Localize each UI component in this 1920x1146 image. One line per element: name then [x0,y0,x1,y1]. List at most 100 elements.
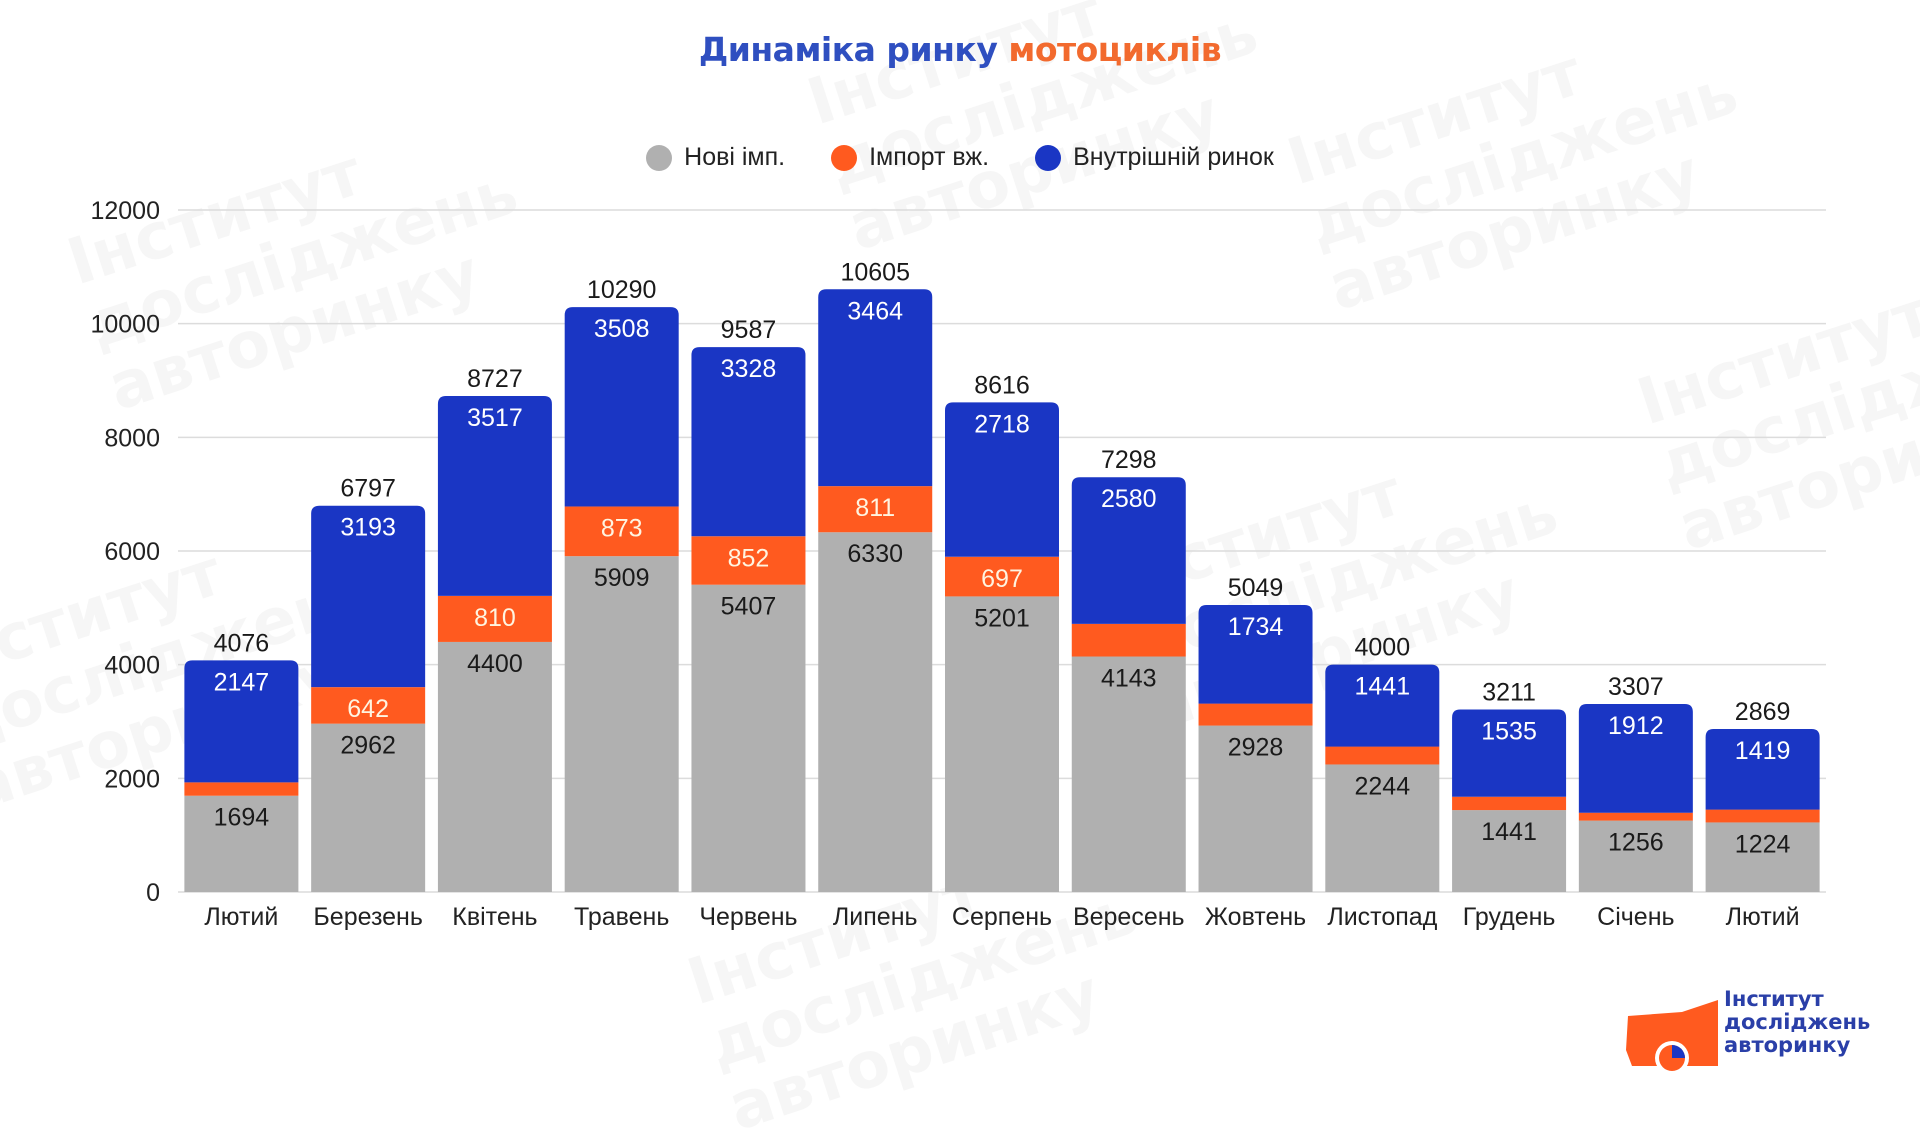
bar-segment-new-imports [1325,764,1440,892]
segment-value-label: 3508 [594,315,650,343]
total-value-label: 4000 [1354,634,1410,662]
segment-value-label: 3193 [340,514,396,542]
segment-value-label: 810 [474,604,516,632]
logo-text: Інститут досліджень авторинку [1724,988,1870,1057]
total-value-label: 7298 [1101,446,1157,474]
bar-segment-new-imports [1705,822,1820,892]
bars [184,289,1820,892]
bar-segment-used-imports [1325,746,1440,765]
bar-segment-domestic [945,402,1059,557]
segment-value-label: 1256 [1608,829,1664,857]
segment-value-label: 1419 [1735,737,1791,765]
total-value-label: 5049 [1228,574,1284,602]
bar-segment-used-imports [437,595,552,642]
legend: Нові імп. Імпорт вж. Внутрішній ринок [0,143,1920,172]
segment-value-label: 1734 [1228,613,1284,641]
bar-segment-used-imports [818,486,933,533]
bar-segment-new-imports [1071,656,1186,892]
total-value-label: 6797 [340,475,396,503]
segment-value-label: 642 [347,695,389,723]
x-tick-label: Травень [574,903,669,931]
bar-segment-new-imports [1578,820,1693,892]
total-value-label: 10290 [587,276,657,304]
y-tick-label: 6000 [104,538,160,566]
bar-segment-new-imports [945,596,1059,892]
segment-value-label: 873 [601,515,643,543]
bar-segment-used-imports [1198,703,1313,726]
bar-segment-used-imports [1452,796,1567,811]
segment-value-label: 5909 [594,564,650,592]
legend-label: Внутрішній ринок [1073,143,1274,171]
legend-label: Нові імп. [684,143,786,171]
bar-segment-domestic [818,289,933,487]
chart-title-part2: мотоциклів [1008,30,1222,69]
segment-value-label: 3464 [847,297,903,325]
bar-segment-new-imports [184,795,299,892]
segment-value-label: 1912 [1608,712,1664,740]
segment-value-label: 1441 [1481,818,1537,846]
legend-item-domestic-market: Внутрішній ринок [1035,143,1274,172]
y-tick-label: 2000 [104,765,160,793]
legend-item-new-imports: Нові імп. [646,143,785,172]
segment-value-label: 6330 [847,540,903,568]
legend-label: Імпорт вж. [869,143,990,171]
bar-segment-domestic [1452,709,1567,797]
segment-value-label: 2962 [340,732,396,760]
bar-segment-domestic [1578,704,1693,813]
segment-value-label: 4400 [467,650,523,678]
total-value-label: 8616 [974,371,1030,399]
bar-segment-domestic [184,660,299,783]
x-tick-label: Лютий [204,903,278,931]
chart-title: Динаміка ринку мотоциклів [0,30,1920,69]
x-tick-label: Січень [1597,903,1674,931]
bar-segment-new-imports [311,723,426,892]
logo-car-shape [1626,1000,1718,1066]
legend-item-used-imports: Імпорт вж. [831,143,989,172]
x-tick-label: Квітень [452,903,537,931]
segment-value-label: 2928 [1228,734,1284,762]
bar-segment-new-imports [818,532,933,892]
chart-plot: 0 2000 4000 6000 8000 10000 12000 1694 2147 4076… [90,197,1826,931]
logo-line: досліджень [1724,1010,1871,1034]
segment-value-label: 852 [728,544,770,572]
segment-value-label: 5201 [974,604,1030,632]
total-value-label: 4076 [214,629,270,657]
segment-value-label: 1694 [214,804,270,832]
x-tick-label: Листопад [1327,903,1437,931]
segment-value-label: 811 [855,494,895,522]
segment-value-label: 3517 [467,404,523,432]
y-tick-label: 4000 [104,652,160,680]
bar-segment-new-imports [564,556,679,892]
x-tick-label: Серпень [952,903,1052,931]
total-value-label: 3211 [1482,679,1536,707]
segment-value-label: 2580 [1101,485,1157,513]
segment-value-label: 2147 [214,668,270,696]
bar-segment-used-imports [945,556,1059,597]
bar-segment-domestic [311,505,426,688]
data-labels: 1694 2147 4076 2962 642 3193 6797 4400 810 3517 87… [214,258,1791,858]
bar-segment-domestic [1705,728,1820,810]
segment-value-label: 1535 [1481,718,1537,746]
y-tick-label: 8000 [104,424,160,452]
logo-line: Інститут [1724,987,1824,1011]
legend-dot-icon [831,144,858,171]
total-value-label: 10605 [840,258,910,286]
bar-segment-domestic [437,396,552,596]
bar-segment-domestic [1325,664,1440,747]
x-tick-label: Вересень [1073,903,1185,931]
total-value-label: 9587 [721,316,777,344]
bar-segment-used-imports [1578,812,1693,821]
x-tick-label: Березень [313,903,423,931]
segment-value-label: 4143 [1101,665,1157,693]
legend-dot-icon [646,144,673,171]
logo-pie-slice [1672,1045,1685,1058]
y-tick-label: 12000 [90,197,160,225]
x-tick-label: Грудень [1463,903,1556,931]
bar-segment-used-imports [184,782,299,796]
y-tick-label: 10000 [90,311,160,339]
segment-value-label: 697 [981,565,1023,593]
bar-segment-used-imports [311,687,426,724]
bar-segment-domestic [691,347,806,537]
bar-segment-used-imports [1071,623,1186,657]
logo-line: авторинку [1724,1033,1851,1057]
